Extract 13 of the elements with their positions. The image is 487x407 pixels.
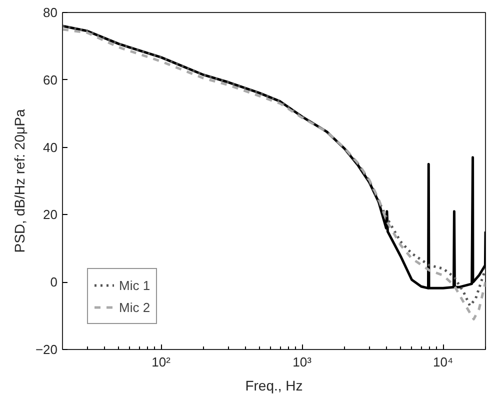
y-tick-label: 60 [43, 72, 58, 88]
y-tick-label: −20 [35, 342, 58, 357]
legend-label: Mic 2 [119, 300, 150, 314]
y-tick-label: 0 [50, 274, 58, 290]
x-tick-label: 10² [152, 354, 172, 370]
y-tick-label: 20 [43, 207, 58, 222]
legend-label: Mic 1 [119, 278, 150, 292]
x-tick-label: 10³ [292, 354, 312, 370]
y-axis-title: PSD, dB/Hz ref: 20μPa [11, 109, 28, 253]
y-tick-label: 80 [43, 5, 58, 20]
x-axis-title: Freq., Hz [245, 378, 303, 394]
y-tick-label: 40 [43, 140, 58, 155]
x-tick-label: 10⁴ [433, 354, 454, 370]
